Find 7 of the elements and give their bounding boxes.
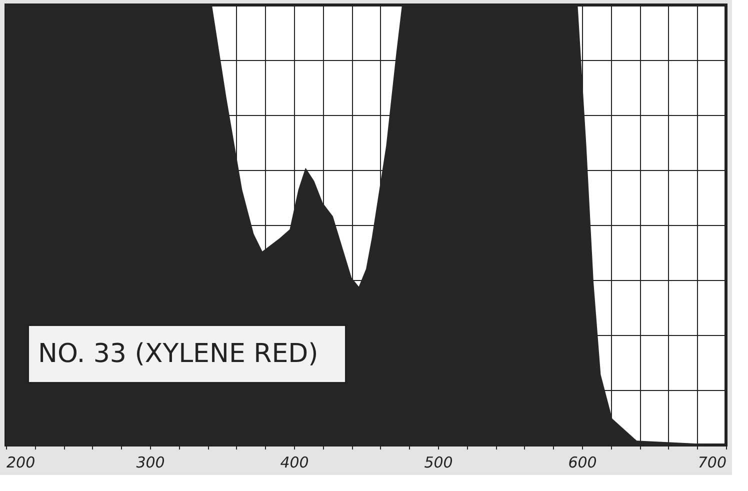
annotation: NO. 33 (XYLENE RED) xyxy=(38,339,318,369)
x-tick-label: 200 xyxy=(6,454,36,472)
x-tick-label: 600 xyxy=(568,454,597,472)
x-tick-label: 500 xyxy=(424,454,453,472)
x-tick-label: 300 xyxy=(136,454,165,472)
x-tick-label: 400 xyxy=(280,454,309,472)
x-tick-label: 700 xyxy=(698,454,726,472)
